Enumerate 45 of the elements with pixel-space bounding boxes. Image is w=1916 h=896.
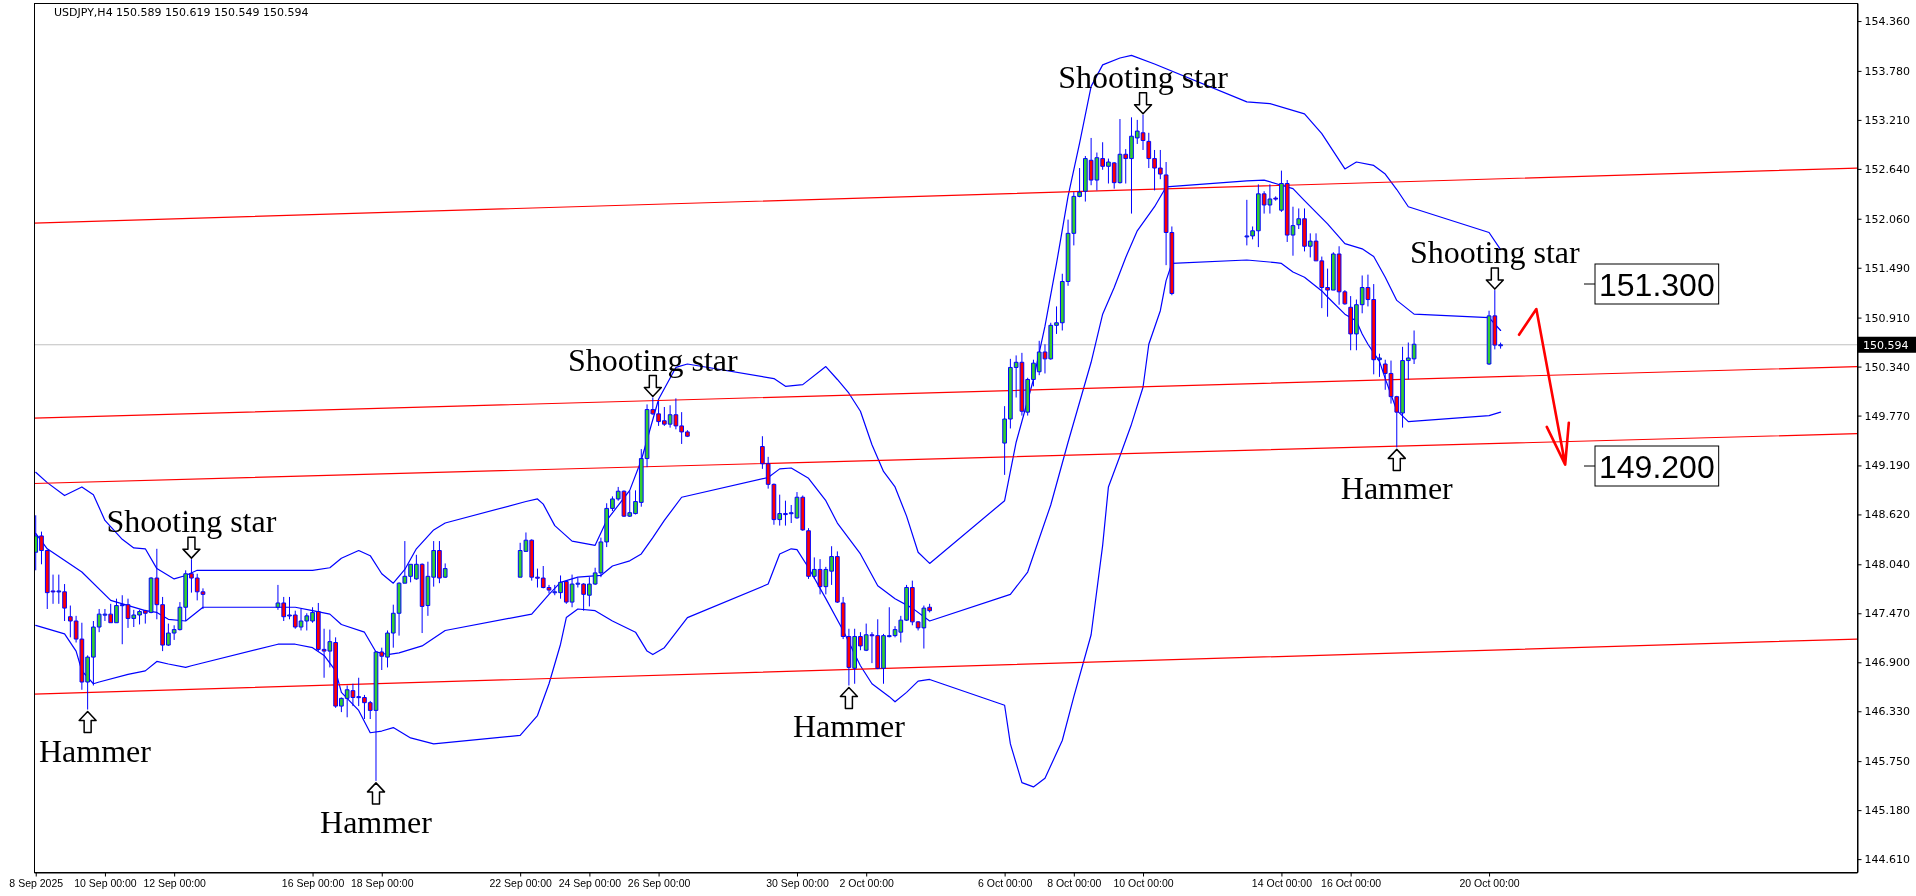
x-tick-label: 12 Sep 00:00 <box>143 876 207 889</box>
x-tick-label: 10 Sep 00:00 <box>74 876 137 889</box>
annotation: Shooting star <box>567 341 739 378</box>
y-tick-label: 149.190 <box>1864 459 1910 473</box>
x-tick-label: 16 Sep 00:00 <box>281 876 345 889</box>
x-tick-label: 26 Sep 00:00 <box>627 876 691 889</box>
y-tick-label: 153.210 <box>1864 113 1910 127</box>
y-tick-label: 148.040 <box>1864 558 1910 572</box>
annotation: Shooting star <box>106 503 277 540</box>
y-tick-label: 146.330 <box>1864 705 1910 719</box>
annotation: 149.200 <box>1599 448 1715 485</box>
chart-title: USDJPY,H4 150.589 150.619 150.549 150.594 <box>54 6 309 19</box>
y-tick-label: 149.770 <box>1864 409 1910 423</box>
x-tick-label: 14 Oct 00:00 <box>1251 876 1313 889</box>
ref-line-label: 150.594 <box>1863 338 1909 352</box>
annotation: Hammer <box>39 732 152 769</box>
x-tick-label: 6 Oct 00:00 <box>977 876 1033 889</box>
annotation: Hammer <box>1340 470 1454 507</box>
annotation: Hammer <box>792 708 906 745</box>
y-tick-label: 144.610 <box>1864 853 1910 867</box>
y-tick-label: 152.640 <box>1864 162 1910 176</box>
y-tick-label: 147.470 <box>1864 607 1910 621</box>
y-tick-label: 145.750 <box>1864 755 1910 769</box>
x-tick-label: 16 Oct 00:00 <box>1321 876 1382 889</box>
y-tick-label: 154.360 <box>1864 15 1910 29</box>
x-tick-label: 8 Sep 2025 <box>9 876 64 889</box>
annotation: 151.300 <box>1599 266 1715 303</box>
y-tick-label: 150.340 <box>1864 360 1910 374</box>
x-tick-label: 22 Sep 00:00 <box>489 876 553 889</box>
y-tick-label: 146.900 <box>1864 656 1910 670</box>
annotation: Hammer <box>320 803 433 840</box>
x-tick-label: 18 Sep 00:00 <box>351 876 414 889</box>
x-tick-label: 20 Oct 00:00 <box>1459 876 1520 889</box>
y-tick-label: 151.490 <box>1864 261 1910 275</box>
y-tick-label: 150.910 <box>1864 311 1910 325</box>
x-tick-label: 30 Sep 00:00 <box>766 876 829 889</box>
y-tick-label: 148.620 <box>1864 508 1910 522</box>
x-tick-label: 8 Oct 00:00 <box>1047 876 1102 889</box>
x-tick-label: 24 Sep 00:00 <box>558 876 622 889</box>
annotation: Shooting star <box>1409 234 1581 271</box>
y-tick-label: 153.780 <box>1864 64 1910 78</box>
y-tick-label: 152.060 <box>1864 212 1910 226</box>
x-tick-label: 10 Oct 00:00 <box>1113 876 1174 889</box>
y-tick-label: 145.180 <box>1864 804 1910 818</box>
x-tick-label: 2 Oct 00:00 <box>839 876 894 889</box>
